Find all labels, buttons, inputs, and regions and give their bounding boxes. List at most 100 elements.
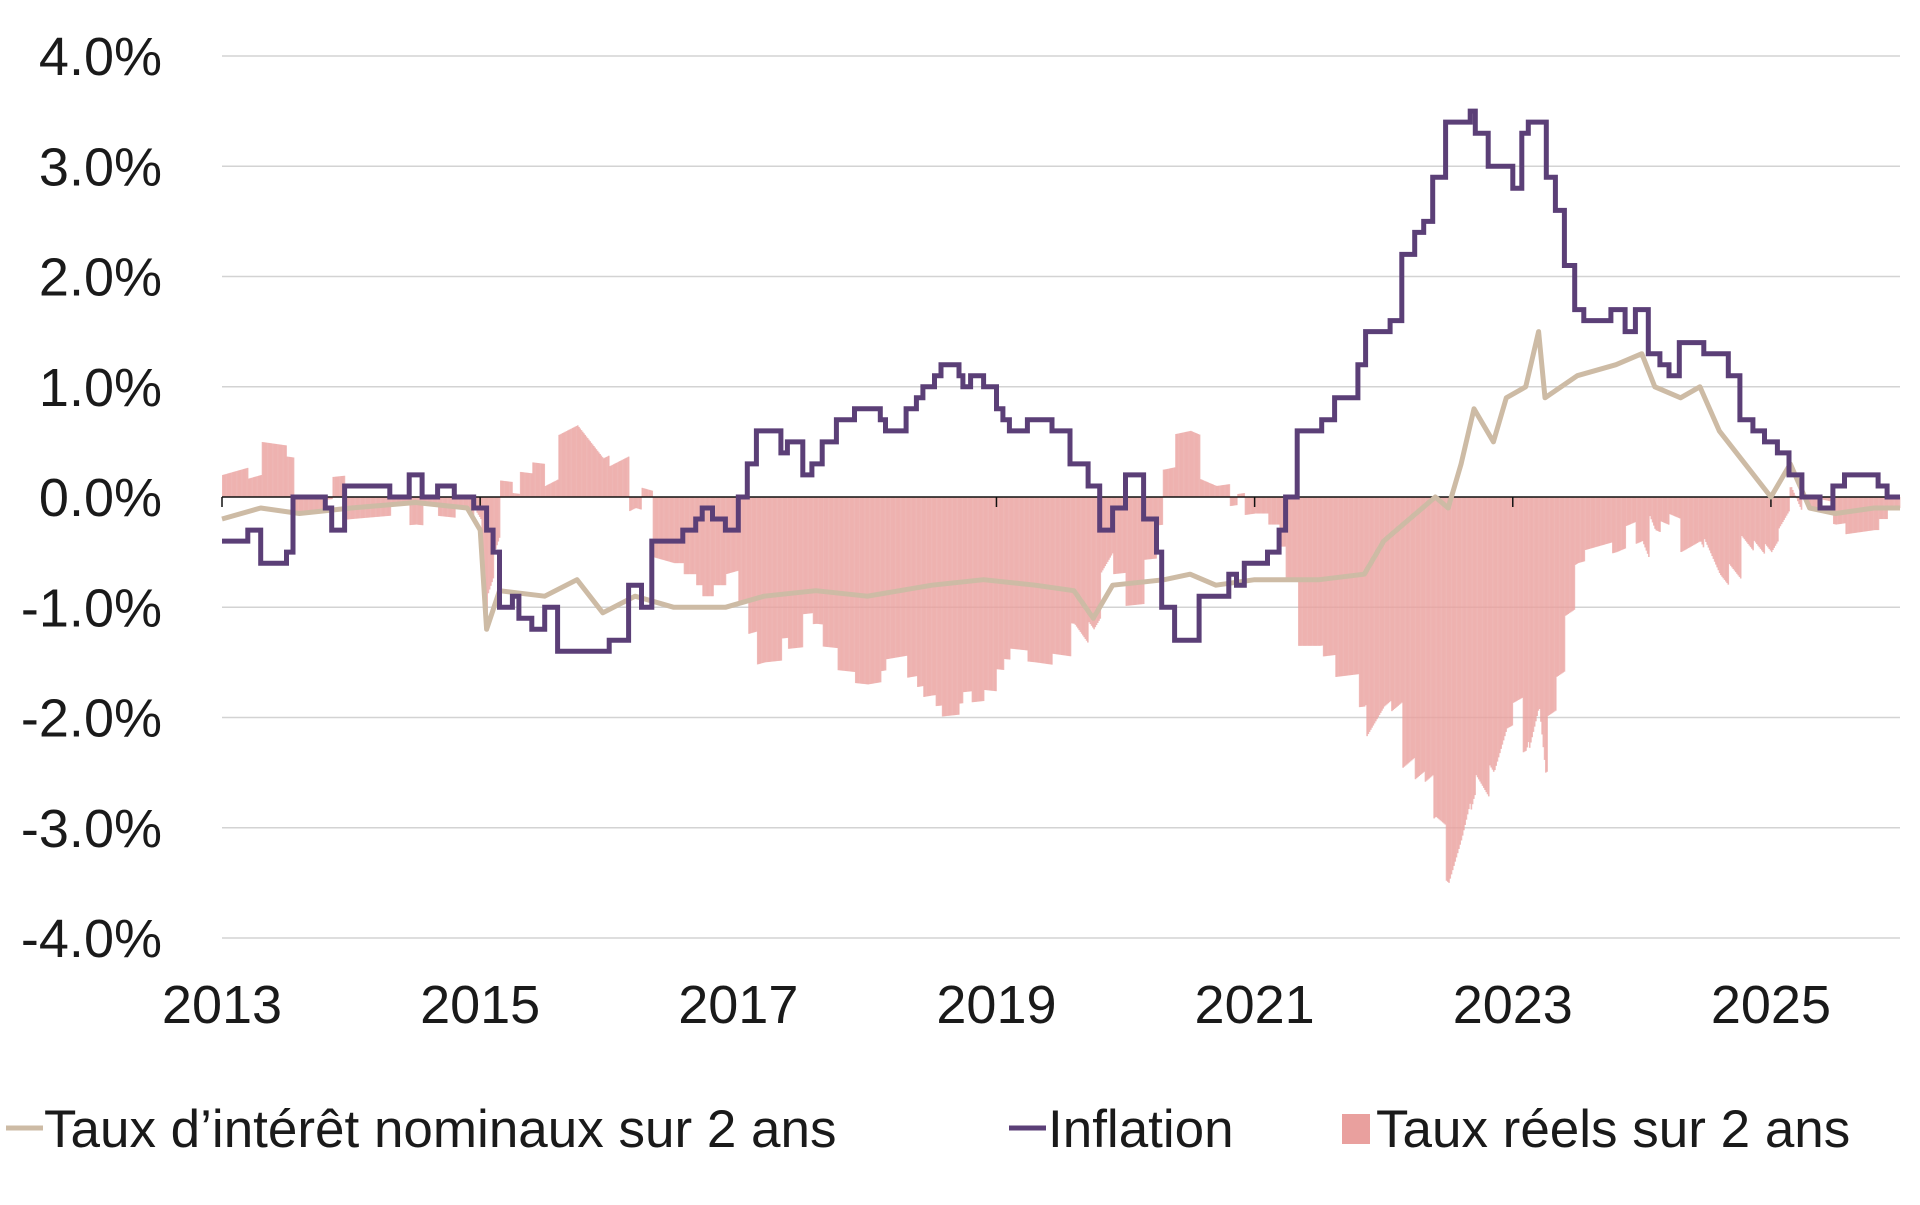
real-rate-bar: [264, 442, 266, 497]
real-rate-bar: [1096, 497, 1099, 623]
real-rate-bar: [692, 497, 694, 575]
real-rate-bar: [1681, 497, 1684, 552]
real-rate-bar: [1705, 497, 1707, 542]
real-rate-bar: [837, 497, 840, 671]
real-rate-bar: [1021, 497, 1023, 650]
real-rate-bar: [1116, 497, 1119, 574]
real-rate-bar: [1304, 497, 1306, 646]
real-rate-bar: [538, 463, 541, 497]
real-rate-bar: [764, 497, 766, 663]
real-rate-bar: [436, 497, 439, 505]
real-rate-bar: [1409, 497, 1412, 762]
real-rate-bar: [1223, 484, 1226, 497]
real-rate-bar: [733, 497, 735, 572]
real-rate-bar: [1227, 484, 1229, 497]
real-rate-bar: [1648, 497, 1650, 558]
real-rate-bar: [1849, 497, 1851, 534]
real-rate-bar: [992, 497, 995, 691]
real-rate-bar: [1476, 497, 1479, 778]
real-rate-bar: [486, 497, 488, 615]
real-rate-bar: [671, 497, 673, 563]
real-rate-bar: [1101, 497, 1104, 571]
real-rate-bar: [893, 497, 896, 658]
real-rate-bar: [1898, 497, 1901, 509]
real-rate-bar: [1037, 497, 1040, 663]
real-rate-bar: [1475, 497, 1478, 776]
real-rate-bar: [1198, 434, 1201, 497]
real-rate-bar: [655, 497, 657, 558]
legend-inflation-label: Inflation: [1048, 1100, 1234, 1159]
real-rate-bar: [1696, 497, 1699, 544]
real-rate-bar: [1700, 497, 1702, 542]
real-rate-bar: [1458, 497, 1460, 849]
real-rate-bar: [1424, 497, 1427, 782]
real-rate-bar: [742, 497, 744, 603]
real-rate-bar: [305, 497, 307, 513]
real-rate-bar: [1298, 497, 1300, 646]
real-rate-bar: [1618, 497, 1620, 552]
real-rate-bar: [1422, 497, 1424, 773]
real-rate-bar: [861, 497, 863, 684]
real-rate-bar: [707, 497, 709, 597]
real-rate-bar: [1754, 497, 1757, 543]
real-rate-bar: [595, 449, 598, 497]
real-rate-bar: [1065, 497, 1068, 656]
real-rate-bar: [693, 497, 696, 575]
real-rate-bar: [974, 497, 976, 702]
real-rate-bar: [241, 469, 244, 497]
real-rate-bar: [1238, 493, 1241, 497]
real-rate-bar: [1450, 497, 1453, 875]
real-rate-bar: [1042, 497, 1044, 664]
real-rate-bar: [661, 497, 663, 560]
real-rate-bar: [312, 497, 315, 513]
real-rate-bar: [936, 497, 939, 706]
real-rate-bar: [1595, 497, 1598, 547]
real-rate-bar: [725, 497, 728, 575]
real-rate-bar: [1027, 497, 1030, 662]
real-rate-bar: [723, 497, 726, 586]
real-rate-bar: [392, 497, 394, 505]
real-rate-bar: [1710, 497, 1712, 554]
real-rate-bar: [1680, 497, 1682, 553]
real-rate-bar: [926, 497, 929, 697]
real-rate-bar: [1505, 497, 1507, 732]
real-rate-bar: [647, 489, 650, 497]
real-rate-bar: [631, 497, 634, 510]
real-rate-bar: [773, 497, 775, 662]
real-rate-bar: [1345, 497, 1347, 676]
real-rate-bar: [1587, 497, 1589, 550]
real-rate-bar: [1428, 497, 1430, 779]
real-rate-bar: [280, 444, 282, 497]
real-rate-bar: [1192, 431, 1195, 497]
real-rate-bar: [1118, 497, 1120, 574]
real-rate-bar: [1259, 497, 1262, 514]
real-rate-bar: [1748, 497, 1751, 546]
real-rate-bar: [1582, 497, 1584, 562]
real-rate-bar: [240, 469, 243, 497]
real-rate-bar: [930, 497, 933, 696]
real-rate-bar: [1744, 497, 1747, 541]
real-rate-bar: [1262, 497, 1264, 514]
real-rate-bar: [1064, 497, 1067, 656]
real-rate-bar: [521, 472, 523, 497]
real-rate-bar: [1367, 497, 1370, 735]
real-rate-bar: [553, 481, 555, 497]
real-rate-bar: [616, 462, 619, 497]
real-rate-bar: [1491, 497, 1494, 770]
real-rate-bar: [1687, 497, 1690, 549]
real-rate-bar: [1129, 497, 1131, 606]
real-rate-bar: [406, 497, 409, 504]
real-rate-bar: [894, 497, 897, 658]
real-rate-bar: [1685, 497, 1687, 550]
y-axis-labels: 4.0% 3.0% 2.0% 1.0% 0.0% -1.0% -2.0% -3.0% -4.0%: [21, 27, 162, 969]
real-rate-bar: [1017, 497, 1020, 650]
real-rate-bar: [1397, 497, 1399, 706]
real-rate-bar: [641, 487, 644, 497]
legend-item-inflation: Inflation: [1009, 1100, 1234, 1159]
real-rate-bar: [1320, 497, 1322, 646]
real-rate-bar: [1231, 497, 1233, 506]
real-rate-bar: [1070, 497, 1073, 624]
real-rate-bar: [1548, 497, 1551, 715]
real-rate-bar: [987, 497, 990, 691]
real-rate-bar: [1357, 497, 1360, 675]
